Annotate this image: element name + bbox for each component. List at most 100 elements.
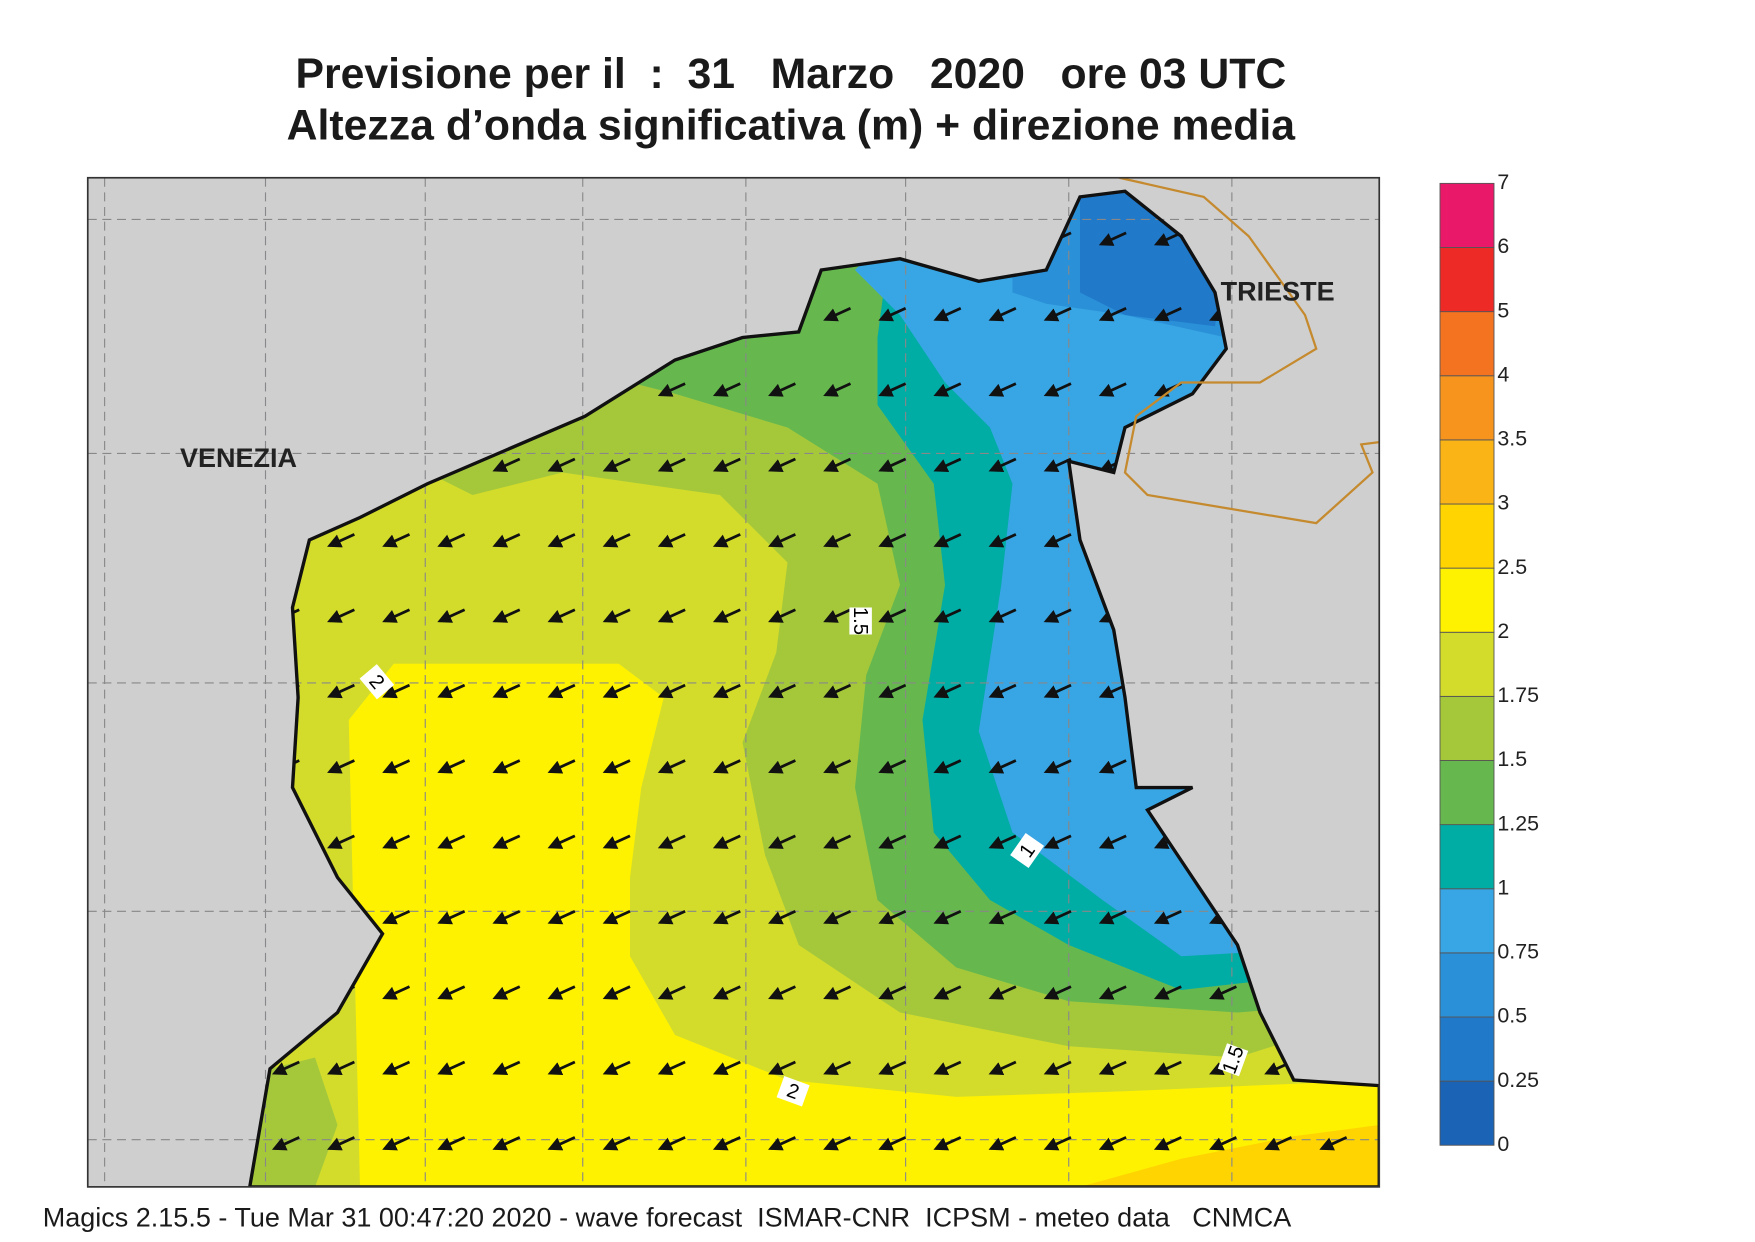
arrow (547, 683, 576, 699)
arrow (1043, 985, 1072, 1000)
arrow (933, 382, 962, 397)
legend-label: 4 (1497, 362, 1509, 386)
contour-label-box (1010, 832, 1045, 869)
arrow (768, 533, 796, 548)
arrow (878, 382, 907, 397)
arrow (492, 909, 521, 925)
arrow (1043, 683, 1072, 699)
arrow (768, 608, 796, 623)
arrow (878, 1136, 907, 1151)
arrow (492, 1136, 521, 1151)
arrow (712, 608, 741, 623)
arrow (1043, 759, 1072, 774)
arrow (933, 985, 962, 1000)
arrow (602, 457, 631, 472)
arrow (602, 759, 631, 774)
arrow (327, 1136, 355, 1151)
arrow (437, 1136, 466, 1151)
arrow (547, 1060, 576, 1075)
arrow (823, 457, 852, 472)
legend-label: 5 (1497, 298, 1509, 322)
legend-label: 2 (1497, 619, 1509, 643)
arrow (768, 457, 796, 472)
arrow (878, 759, 907, 774)
arrow (1209, 985, 1237, 1000)
arrow (657, 457, 686, 472)
arrow (437, 533, 466, 548)
legend-swatch (1439, 1080, 1495, 1146)
arrow (712, 457, 741, 472)
arrow (988, 683, 1017, 699)
arrow (547, 909, 576, 925)
arrow (602, 1060, 631, 1075)
arrow (327, 1060, 355, 1075)
arrow (933, 683, 962, 699)
legend-label: 1.75 (1497, 683, 1539, 707)
arrow (547, 759, 576, 774)
legend-label: 7 (1497, 170, 1509, 194)
arrow (768, 909, 796, 925)
arrow (382, 985, 411, 1000)
arrow (492, 834, 521, 849)
arrow (823, 1136, 852, 1151)
legend-swatch (1439, 952, 1495, 1018)
arrow (1043, 306, 1072, 322)
arrow (878, 985, 907, 1000)
arrow (657, 1060, 686, 1075)
arrow (382, 909, 411, 925)
legend-swatch (1439, 1016, 1495, 1082)
arrow (327, 834, 355, 849)
wave-zone (1080, 1125, 1380, 1187)
contour-label: 1.5 (849, 607, 871, 635)
arrow (878, 608, 907, 623)
arrow (1043, 608, 1072, 623)
arrow (933, 834, 962, 849)
arrow (1043, 382, 1072, 397)
arrow (602, 533, 631, 548)
arrow (437, 759, 466, 774)
arrow (1043, 1060, 1072, 1075)
arrow (382, 1136, 411, 1151)
arrow (271, 1060, 300, 1075)
legend-label: 2.5 (1497, 555, 1527, 579)
arrow (382, 1060, 411, 1075)
arrow (602, 683, 631, 699)
arrow (768, 683, 796, 699)
title: Previsione per il : 31 Marzo 2020 ore 03… (295, 50, 1286, 98)
arrow (988, 909, 1017, 925)
arrow (547, 457, 576, 472)
arrow (988, 306, 1017, 322)
arrow (437, 683, 466, 699)
arrow (1098, 1136, 1127, 1151)
arrow (933, 1136, 962, 1151)
legend-label: 0.25 (1497, 1068, 1539, 1092)
arrow (878, 834, 907, 849)
arrow (657, 683, 686, 699)
arrow (1264, 1136, 1293, 1151)
legend-swatch (1439, 247, 1495, 313)
arrow (878, 909, 907, 925)
arrow (768, 759, 796, 774)
arrow (547, 1136, 576, 1151)
arrow (768, 834, 796, 849)
legend-swatch (1439, 503, 1495, 569)
arrow (602, 608, 631, 623)
arrow (768, 1136, 796, 1151)
subtitle: Altezza d’onda significativa (m) + direz… (287, 102, 1297, 150)
arrow (657, 909, 686, 925)
legend-label: 3 (1497, 491, 1509, 515)
legend-label: 0.75 (1497, 940, 1539, 964)
arrow (492, 1060, 521, 1075)
wave-zone (348, 663, 1380, 1187)
arrow (988, 1136, 1017, 1151)
arrow (712, 683, 741, 699)
arrow (933, 1060, 962, 1075)
arrow (602, 1136, 631, 1151)
arrow (327, 759, 355, 774)
arrow (1098, 909, 1127, 925)
arrow (988, 608, 1017, 623)
legend: 0 0.25 0.5 0.75 1 1.25 1.5 1.75 2 2.5 3 3.5 4 5 6 7 (1439, 170, 1539, 1156)
arrow (823, 608, 852, 623)
arrow (382, 834, 411, 849)
